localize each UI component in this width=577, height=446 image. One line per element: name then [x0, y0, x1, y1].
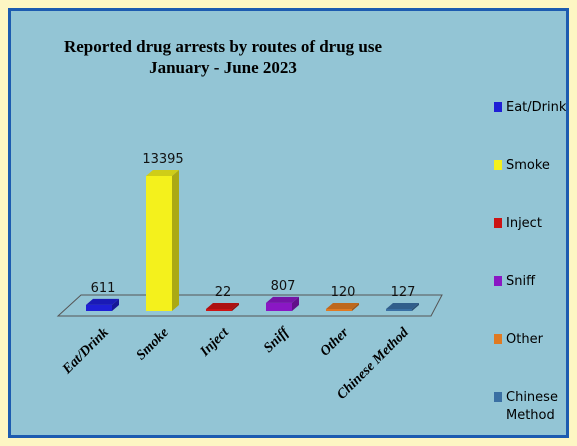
chart-area: Reported drug arrests by routes of drug …	[56, 37, 566, 423]
legend-item-sniff: Sniff	[494, 274, 536, 289]
bar-eat-drink	[86, 298, 119, 311]
tick-label-inject: Inject	[197, 324, 233, 360]
legend-item-eat-drink: Eat/Drink	[494, 100, 566, 115]
legend-swatch-inject	[494, 218, 502, 228]
value-label-inject: 22	[215, 285, 232, 300]
value-labels: 611 13395 22 807 120 127	[91, 152, 416, 300]
value-label-chinese-method: 127	[391, 285, 416, 300]
legend-label-other: Other	[506, 332, 544, 347]
legend-swatch-other	[494, 334, 502, 344]
value-label-other: 120	[331, 285, 356, 300]
legend-label-inject: Inject	[506, 216, 542, 231]
legend-item-smoke: Smoke	[494, 158, 550, 173]
bar-other	[326, 303, 359, 311]
legend-swatch-sniff	[494, 276, 502, 286]
legend-label-smoke: Smoke	[506, 158, 550, 173]
legend-swatch-eat-drink	[494, 102, 502, 112]
bar-chinese-method	[386, 303, 419, 311]
legend-item-inject: Inject	[494, 216, 542, 231]
tick-label-sniff: Sniff	[261, 324, 293, 356]
tick-label-smoke: Smoke	[134, 325, 172, 363]
legend-item-other: Other	[494, 332, 544, 347]
tick-label-other: Other	[318, 325, 353, 360]
bar-smoke	[146, 170, 179, 311]
legend-label-chinese-method: Chinese Method	[506, 390, 558, 423]
legend-swatch-chinese-method	[494, 392, 502, 402]
chart-frame: Reported drug arrests by routes of drug …	[8, 8, 569, 438]
chart-subtitle: January - June 2023	[149, 58, 297, 77]
bar-inject	[206, 303, 239, 311]
legend-item-chinese-method: Chinese Method	[494, 390, 558, 423]
legend-label-eat-drink: Eat/Drink	[506, 100, 566, 115]
chart-title: Reported drug arrests by routes of drug …	[64, 37, 383, 56]
value-label-smoke: 13395	[142, 152, 183, 167]
bar-sniff	[266, 296, 299, 311]
legend-label-sniff: Sniff	[506, 274, 536, 289]
bars-group	[86, 170, 419, 311]
legend: Eat/Drink Smoke Inject Sniff Other Chinese Met…	[494, 100, 566, 423]
value-label-sniff: 807	[271, 279, 296, 294]
tick-label-eat-drink: Eat/Drink	[59, 325, 112, 378]
value-label-eat-drink: 611	[91, 281, 116, 296]
legend-swatch-smoke	[494, 160, 502, 170]
